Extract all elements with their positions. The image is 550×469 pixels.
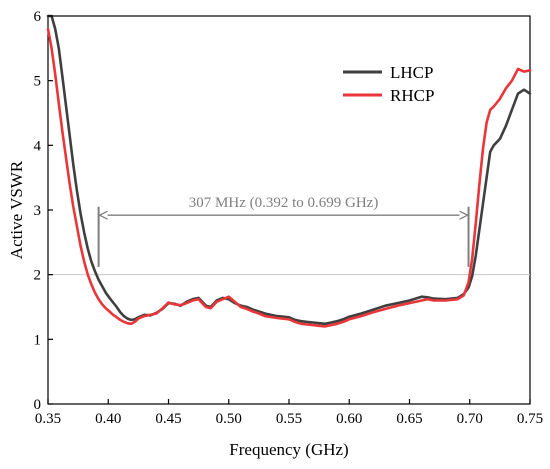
x-tick-label: 0.50 [216,411,242,427]
axes-layer: 0.35 0.40 0.45 0.50 0.55 0.60 0.65 0.70 0.75 0 1 2 3… [34,9,544,427]
legend: LHCP RHCP [343,63,434,105]
y-tick-label: 2 [34,268,42,284]
annotation-layer: 307 MHz (0.392 to 0.699 GHz) [97,195,470,267]
legend-label-lhcp: LHCP [390,63,433,82]
y-tick-label: 5 [34,74,42,90]
annotation-text: 307 MHz (0.392 to 0.699 GHz) [189,195,379,211]
legend-label-rhcp: RHCP [390,86,434,105]
series-line-rhcp [46,27,532,328]
x-tick-label: 0.35 [35,411,61,427]
y-tick-label: 3 [34,203,42,219]
x-tick-label: 0.55 [276,411,302,427]
annotation-arrowhead-right [459,210,469,220]
x-tick-label: 0.60 [336,411,362,427]
x-tick-label: 0.40 [95,411,121,427]
annotation-arrowhead-left [98,210,108,220]
x-tick-label: 0.45 [155,411,181,427]
y-tick-label: 0 [34,397,42,413]
x-tick-label: 0.75 [517,411,543,427]
y-axis-title: Active VSWR [7,160,26,259]
y-tick-label: 4 [34,138,42,154]
y-tick-label: 6 [34,9,42,25]
series-line-lhcp [46,14,532,326]
x-axis-title: Frequency (GHz) [229,440,348,459]
y-tick-label: 1 [34,332,42,348]
x-tick-label: 0.70 [457,411,483,427]
x-tick-label: 0.65 [396,411,422,427]
series-layer [46,14,532,328]
